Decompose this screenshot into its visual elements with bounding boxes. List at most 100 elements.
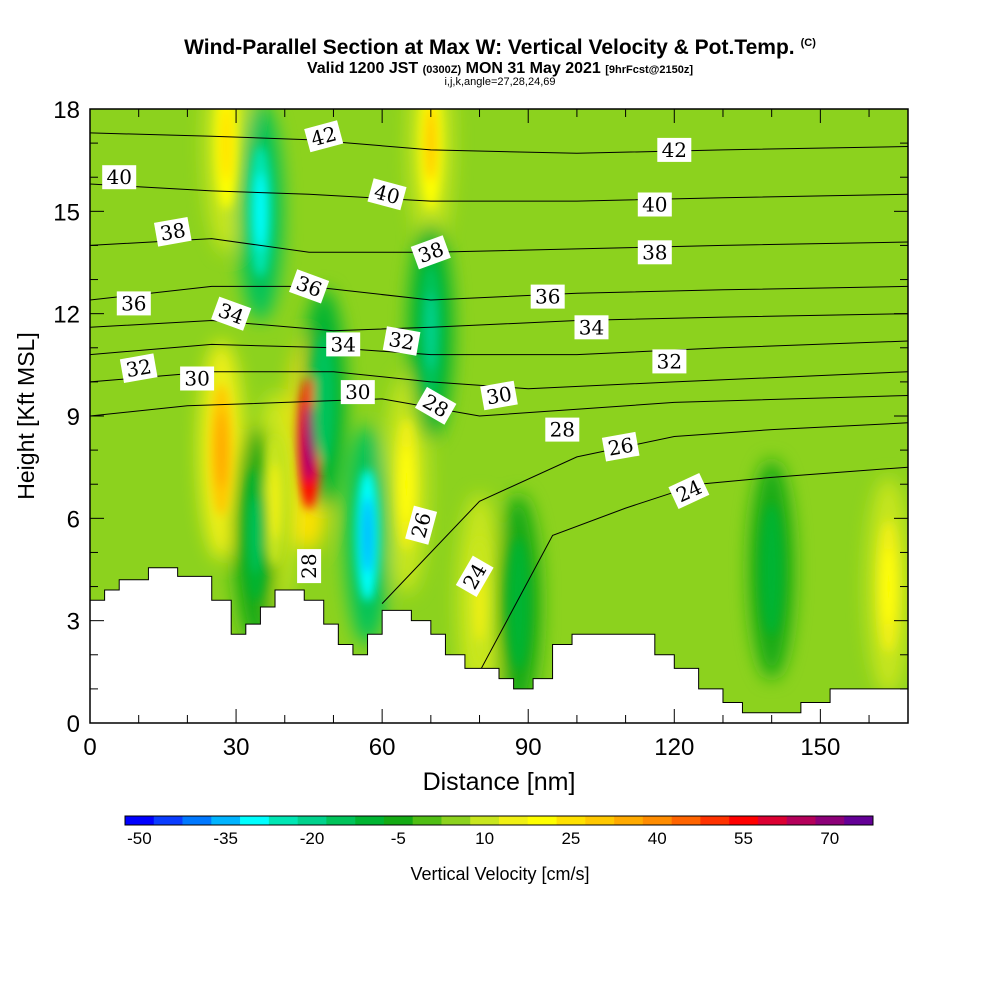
velocity-peak (766, 531, 778, 608)
contour-label-box (367, 178, 407, 211)
contour-label-text: 34 (579, 315, 604, 339)
colorbar-swatch (268, 816, 298, 825)
chart-title-mark: (C) (800, 37, 816, 49)
colorbar-swatch (642, 816, 672, 825)
velocity-peak (361, 496, 374, 574)
theta-contour-42 (90, 132, 908, 154)
velocity-peak (425, 109, 437, 182)
contour-label-box (637, 192, 672, 217)
velocity-peak (882, 548, 895, 626)
contour-label-box (652, 349, 687, 374)
contour-label-box (414, 386, 457, 425)
contour-label-box (102, 165, 137, 190)
contour-label: 40 (637, 192, 672, 217)
forecast-info: [9hrFcst@2150z] (605, 64, 694, 76)
velocity-peak (400, 445, 413, 523)
contour-label-text: 40 (106, 165, 131, 189)
x-axis-label: Distance [nm] (423, 768, 576, 796)
contour-label-box (668, 472, 710, 510)
contour-label: 32 (652, 349, 687, 374)
section-indices: i,j,k,angle=27,28,24,69 (444, 76, 556, 88)
colorbar-tick-label: -5 (391, 829, 406, 848)
contour-label-text: 30 (345, 380, 370, 404)
colorbar-swatch (585, 816, 615, 825)
y-tick-label: 18 (53, 97, 80, 124)
velocity-peak (303, 404, 315, 482)
colorbar-tick-label: 55 (734, 829, 753, 848)
colorbar-tick-label: 25 (561, 829, 580, 848)
theta-contour-32 (90, 340, 908, 356)
velocity-peak (254, 172, 267, 250)
colorbar-tick-label: -50 (127, 829, 152, 848)
colorbar-swatch (844, 816, 874, 825)
contour-label: 40 (367, 178, 407, 211)
colorbar-tick-label: -20 (300, 829, 325, 848)
contour-label-box (116, 291, 151, 316)
colorbar-swatch (383, 816, 413, 825)
valid-date: MON 31 May 2021 (465, 60, 601, 77)
contour-label-box (304, 120, 344, 153)
y-tick-label: 3 (67, 609, 80, 636)
colorbar-swatch (470, 816, 500, 825)
colorbar-swatch (441, 816, 471, 825)
colorbar-swatch (499, 816, 529, 825)
colorbar-tick-label: -35 (213, 829, 238, 848)
contour-label-text: 40 (642, 193, 667, 217)
contour-label: 28 (297, 549, 322, 584)
colorbar-swatch (729, 816, 759, 825)
x-tick-label: 120 (654, 734, 694, 761)
contour-label: 36 (530, 284, 565, 309)
contour-label: 34 (211, 296, 252, 331)
colorbar-tick-label: 10 (475, 829, 494, 848)
colorbar-swatch (786, 816, 816, 825)
contour-label-box (545, 417, 580, 442)
chart-title-text: Wind-Parallel Section at Max W: Vertical… (184, 36, 795, 59)
contour-label-box (340, 380, 375, 405)
contour-label-text: 38 (158, 218, 187, 246)
contour-label-text: 36 (535, 285, 560, 309)
velocity-peak (215, 411, 228, 489)
contour-label-box (601, 431, 640, 462)
x-tick-label: 60 (369, 734, 396, 761)
x-tick-label: 0 (83, 734, 96, 761)
contour-label-text: 28 (297, 553, 321, 578)
colorbar-tick-label: 70 (820, 829, 839, 848)
contour-label: 38 (637, 240, 672, 265)
contour-label-box (153, 217, 192, 247)
colorbar-swatch (614, 816, 644, 825)
velocity-peak (220, 109, 232, 182)
contour-label-box (382, 326, 421, 356)
contour-label-box (297, 549, 322, 584)
theta-contour-34 (90, 313, 908, 332)
contour-label-box (410, 235, 451, 270)
colorbar: -50 -35 -20 -5 10 25 40 55 70 (124, 815, 874, 848)
colorbar-swatch (412, 816, 442, 825)
x-tick-label: 30 (223, 734, 250, 761)
contour-label-text: 42 (662, 138, 687, 162)
contour-label: 34 (326, 332, 361, 357)
contour-label-text: 36 (121, 291, 146, 315)
contour-label: 26 (601, 431, 640, 462)
chart-title: Wind-Parallel Section at Max W: Vertical… (0, 36, 1000, 60)
colorbar-swatch (700, 816, 730, 825)
contour-label: 30 (340, 380, 375, 405)
y-tick-label: 0 (67, 711, 80, 738)
colorbar-swatch (153, 816, 183, 825)
contour-label-box (405, 505, 438, 545)
contour-label-box (637, 240, 672, 265)
contour-label-box (289, 269, 330, 304)
contour-label: 28 (545, 417, 580, 442)
colorbar-swatch (556, 816, 586, 825)
y-tick-label: 12 (53, 302, 80, 329)
contour-label-text: 32 (387, 327, 416, 355)
y-tick-label: 6 (67, 506, 80, 533)
colorbar-label: Vertical Velocity [cm/s] (410, 864, 589, 884)
colorbar-swatch (355, 816, 385, 825)
velocity-cores (210, 109, 900, 670)
contour-label-text: 28 (550, 418, 575, 442)
theta-contour-24 (479, 466, 908, 673)
contour-label: 30 (480, 380, 518, 411)
terrain (90, 567, 908, 723)
